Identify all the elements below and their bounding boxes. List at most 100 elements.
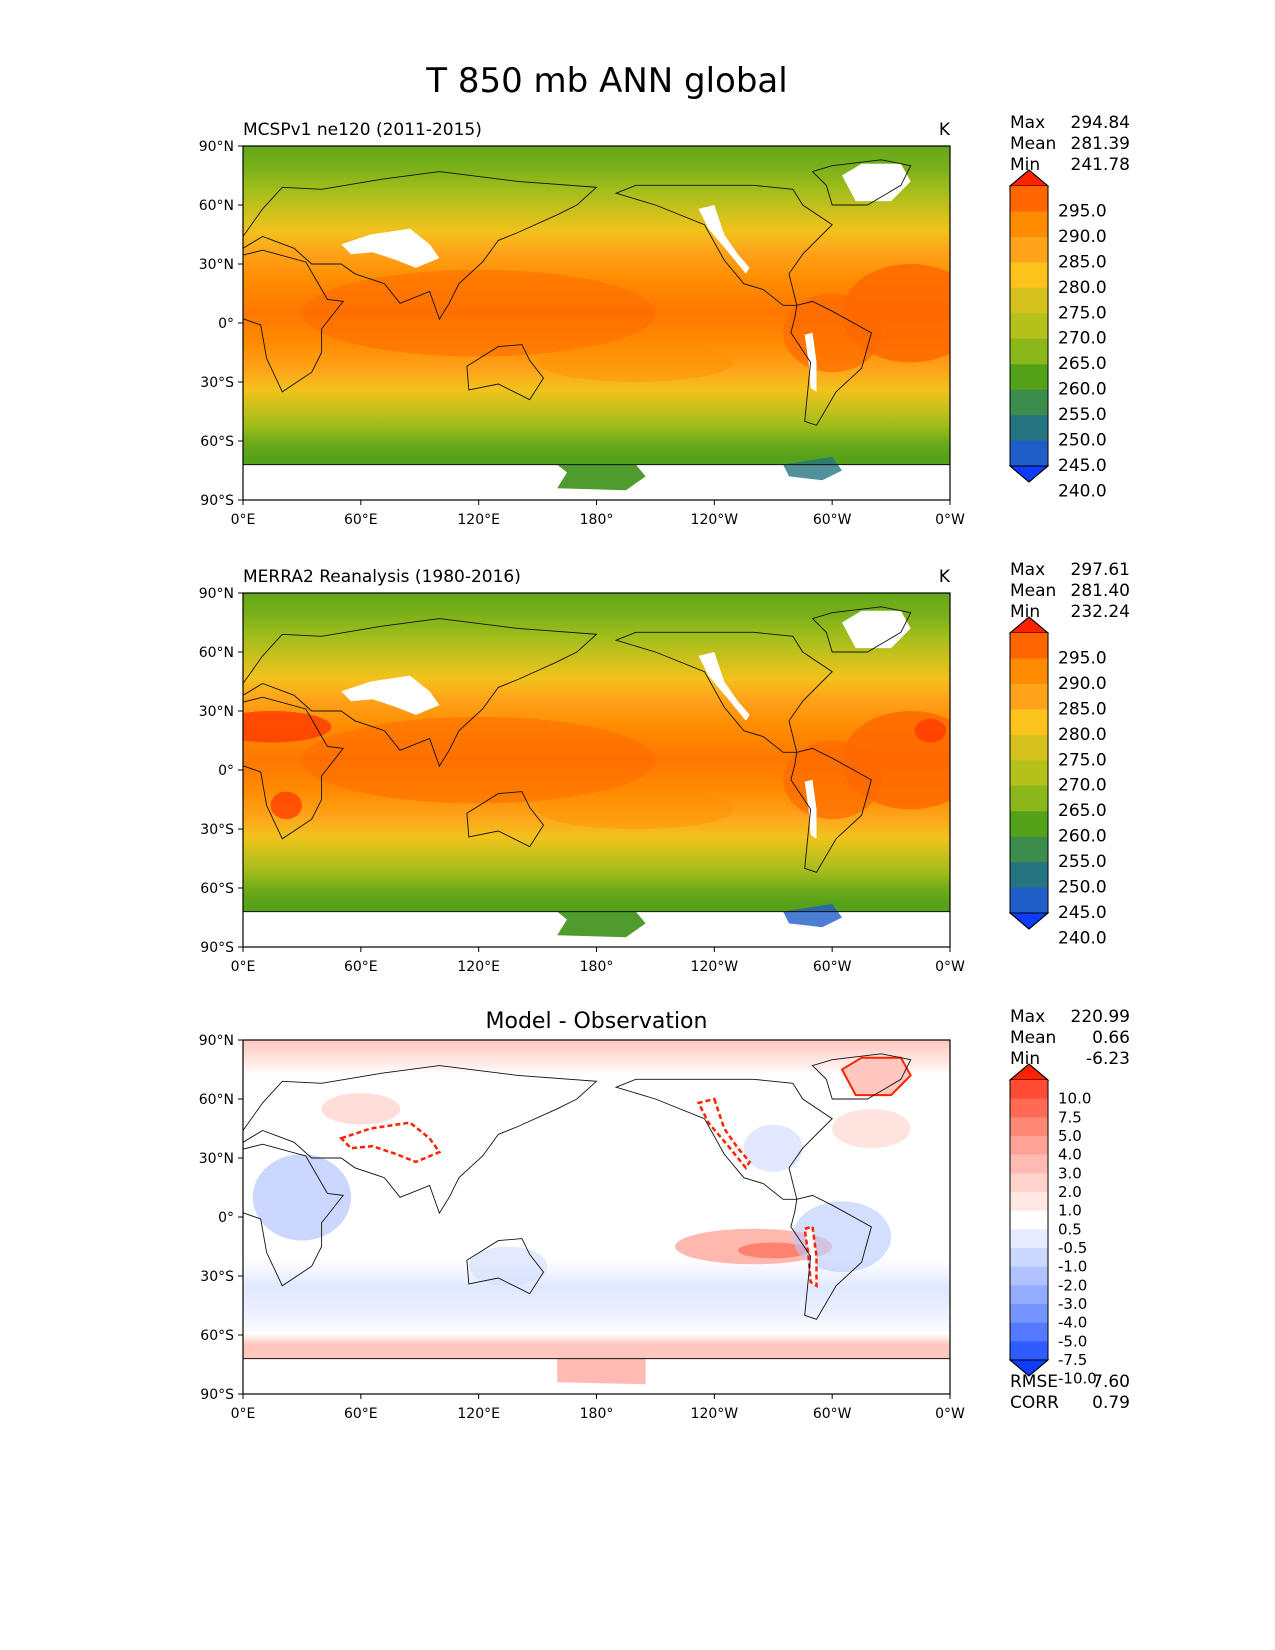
map-field	[243, 593, 950, 947]
colorbar-tick-label: 295.0	[1058, 648, 1107, 668]
warm-pool	[301, 269, 656, 357]
coast-africa	[243, 249, 345, 393]
figure-title: T 850 mb ANN global	[425, 61, 787, 101]
lat-tick-label: 90°N	[199, 139, 234, 155]
colorbar-tick-label: -0.5	[1058, 1239, 1087, 1257]
colorbar-band	[1010, 836, 1048, 863]
colorbar-band	[1010, 186, 1048, 212]
colorbar-outline	[1009, 616, 1049, 930]
rockies-mask	[698, 205, 750, 274]
lon-tick-label: 0°W	[935, 512, 965, 528]
lat-tick-label: 60°N	[199, 645, 234, 661]
lon-tick-label: 120°W	[691, 512, 739, 528]
colorbar-outline	[1009, 1063, 1049, 1377]
lon-tick-label: 0°E	[231, 512, 256, 528]
diff-positive-siberia	[321, 1093, 401, 1125]
colorbar: 295.0 290.0 285.0 280.0 275.0 270.0 265.0 260.0…	[1008, 169, 1107, 501]
diff-negative-australia	[468, 1246, 548, 1286]
colorbar-band	[1010, 785, 1048, 812]
hot-spot-atlantic	[914, 718, 947, 743]
lon-tick-label: 0°E	[231, 959, 256, 975]
colorbar-band	[1010, 760, 1048, 787]
coast-australia	[466, 344, 545, 401]
lat-tick-label: 0°	[218, 1210, 234, 1226]
coast-eurasia	[243, 1065, 598, 1215]
colorbar-tick-label: 240.0	[1058, 481, 1107, 501]
lon-tick-label: 60°E	[344, 512, 378, 528]
colorbar-outline	[1009, 169, 1049, 483]
colorbar-band	[1010, 862, 1048, 889]
lat-tick-label: 90°S	[200, 1387, 234, 1403]
colorbar-band	[1010, 1248, 1048, 1268]
lon-tick-label: 120°E	[457, 959, 500, 975]
colorbar-band	[1010, 1173, 1048, 1193]
map-field	[243, 1040, 950, 1394]
stat-label-min: Min	[1010, 155, 1040, 175]
colorbar-band	[1010, 811, 1048, 838]
colorbar-band	[1010, 734, 1048, 761]
lat-tick-label: 0°	[218, 316, 234, 332]
stat-label-mean: Mean	[1010, 1028, 1056, 1048]
stat-value-min: 241.78	[1071, 155, 1130, 175]
lon-tick-label: 120°W	[691, 1406, 739, 1422]
coast-greenland	[811, 159, 912, 206]
subtropic-band	[537, 342, 734, 383]
colorbar-band	[1010, 338, 1048, 365]
colorbar-band	[1010, 1192, 1048, 1212]
tibet-mask	[338, 1121, 442, 1164]
colorbar-band	[1010, 1117, 1048, 1137]
diff-positive-atlantic	[832, 1108, 911, 1149]
lon-tick-label: 0°W	[935, 959, 965, 975]
colorbar-tick-label: 250.0	[1058, 878, 1107, 898]
colorbar-tick-label: 0.5	[1058, 1220, 1082, 1238]
rockies-mask	[696, 1097, 752, 1170]
lat-tick-label: 60°S	[200, 434, 234, 450]
colorbar-tick-label: -1.0	[1058, 1258, 1087, 1276]
stat-value-corr: 0.79	[1092, 1393, 1130, 1413]
lat-tick-label: 60°S	[200, 1328, 234, 1344]
colorbar-tick-label: 280.0	[1058, 278, 1107, 298]
colorbar-tick-label: 1.0	[1058, 1202, 1082, 1220]
panel-left-title: MCSPv1 ne120 (2011-2015)	[243, 120, 482, 140]
lat-tick-label: 0°	[218, 763, 234, 779]
colorbar-band	[1010, 1341, 1048, 1361]
colorbar-tick-label: 4.0	[1058, 1146, 1082, 1164]
colorbar-tick-label: -3.0	[1058, 1295, 1087, 1313]
colorbar-tick-label: 5.0	[1058, 1127, 1082, 1145]
colorbar-extend-min	[1008, 912, 1050, 930]
colorbar-band	[1010, 658, 1048, 685]
colorbar-tick-label: 260.0	[1058, 827, 1107, 847]
ross-ice-shelf	[557, 464, 646, 491]
greenland-mask	[842, 163, 911, 202]
hot-spot-sahara	[243, 711, 332, 743]
colorbar-tick-label: 245.0	[1058, 903, 1107, 923]
diff-negative-namerica	[743, 1124, 803, 1172]
colorbar-tick-label: -2.0	[1058, 1276, 1087, 1294]
colorbar-band	[1010, 389, 1048, 416]
panel-test: 90°N 60°N 30°N 0° 30°S 60°S 90°S 0°E 60°E 120°E 18…	[199, 113, 1130, 528]
colorbar-tick-label: 275.0	[1058, 303, 1107, 323]
diff-negative-africa	[252, 1154, 352, 1241]
colorbar: 10.07.55.04.03.02.01.00.5-0.5-1.0-2.0-3.…	[1008, 1063, 1097, 1388]
stat-label-corr: CORR	[1010, 1393, 1059, 1413]
coast-samerica	[790, 1194, 872, 1320]
lon-tick-label: 60°W	[813, 512, 852, 528]
tibet-mask	[341, 228, 440, 268]
colorbar-tick-label: 270.0	[1058, 329, 1107, 349]
colorbar-band	[1010, 211, 1048, 238]
colorbar-tick-label: 265.0	[1058, 801, 1107, 821]
hot-spot-kalahari	[270, 791, 302, 820]
coast-namerica	[614, 1078, 833, 1200]
colorbar-tick-label: 285.0	[1058, 699, 1107, 719]
colorbar: 295.0 290.0 285.0 280.0 275.0 270.0 265.0 260.0…	[1008, 616, 1107, 948]
colorbar-tick-label: 295.0	[1058, 201, 1107, 221]
panel-difference: 90°N 60°N 30°N 0° 30°S 60°S 90°S 0°E 60°E 120°E 18…	[199, 1007, 1130, 1422]
coast-samerica	[790, 747, 872, 873]
panel-left-title: MERRA2 Reanalysis (1980-2016)	[243, 567, 521, 587]
colorbar-tick-label: -7.5	[1058, 1351, 1087, 1369]
coast-eurasia	[243, 618, 598, 768]
weddell-cold	[783, 456, 842, 481]
colorbar-tick-label: 290.0	[1058, 674, 1107, 694]
panel-units: K	[939, 120, 951, 140]
stat-value-mean: 281.39	[1071, 134, 1130, 154]
